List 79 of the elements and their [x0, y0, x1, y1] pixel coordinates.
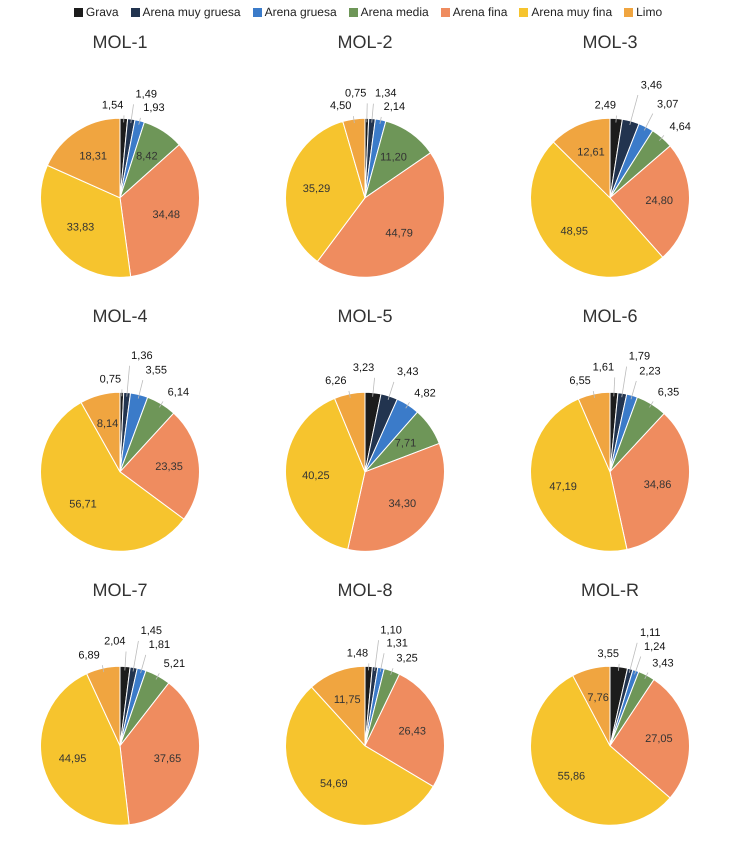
- data-label: 2,23: [639, 365, 661, 378]
- data-label: 44,95: [58, 753, 86, 766]
- legend-label: Arena media: [360, 5, 429, 19]
- data-label: 3,43: [397, 366, 418, 378]
- data-label: 27,05: [645, 733, 673, 746]
- chart-title: MOL-8: [337, 580, 393, 600]
- data-label: 3,07: [656, 98, 678, 110]
- data-label: 3,25: [396, 652, 418, 665]
- legend-label: Arena gruesa: [264, 5, 337, 19]
- chart-title: MOL-2: [337, 32, 393, 52]
- legend-label: Arena fina: [452, 5, 508, 19]
- data-label: 2,04: [104, 636, 126, 648]
- data-label: 44,79: [385, 227, 413, 240]
- data-label: 1,54: [102, 99, 124, 112]
- data-label: 1,31: [386, 637, 408, 650]
- data-label: 8,14: [96, 418, 118, 430]
- data-label: 34,30: [388, 498, 416, 510]
- data-label: 3,55: [146, 364, 167, 376]
- chart-title: MOL-6: [582, 306, 638, 326]
- data-label: 40,25: [302, 470, 330, 482]
- data-label: 23,35: [155, 461, 183, 474]
- data-label: 26,43: [398, 726, 426, 738]
- chart-title: MOL-5: [337, 306, 393, 326]
- data-label: 1,81: [148, 639, 170, 652]
- data-label: 34,86: [644, 478, 672, 491]
- data-label: 1,45: [140, 625, 162, 638]
- legend-label: Limo: [635, 5, 662, 19]
- data-label: 6,26: [325, 375, 347, 388]
- data-label: 48,95: [560, 226, 588, 238]
- data-label: 4,82: [414, 387, 436, 400]
- data-label: 56,71: [69, 498, 97, 510]
- chart-title: MOL-7: [92, 580, 148, 600]
- data-label: 12,61: [577, 146, 605, 158]
- data-label: 2,14: [384, 101, 406, 114]
- data-label: 6,55: [569, 375, 591, 388]
- chart-title: MOL-3: [582, 32, 638, 52]
- data-label: 1,36: [131, 350, 153, 362]
- legend-label: Arena muy fina: [530, 5, 612, 19]
- data-label: 35,29: [302, 183, 330, 196]
- data-label: 1,93: [143, 102, 165, 114]
- data-label: 3,46: [640, 79, 662, 92]
- data-label: 3,55: [598, 648, 619, 660]
- data-label: 3,23: [352, 362, 374, 374]
- data-label: 54,69: [320, 778, 348, 790]
- data-label: 1,49: [136, 88, 157, 100]
- data-label: 2,49: [594, 100, 616, 112]
- data-label: 6,35: [658, 386, 680, 399]
- chart-title: MOL-4: [92, 306, 148, 326]
- data-label: 5,21: [164, 658, 186, 670]
- data-label: 11,20: [380, 152, 407, 164]
- data-label: 3,43: [652, 657, 674, 670]
- text: MOL-1: [92, 32, 148, 52]
- data-label: 47,19: [549, 480, 577, 493]
- data-label: 1,34: [375, 88, 396, 100]
- data-label: 55,86: [558, 770, 586, 783]
- data-label: 11,75: [334, 694, 361, 706]
- data-label: 7,76: [587, 692, 609, 704]
- data-label: 33,83: [66, 221, 94, 234]
- data-label: 4,50: [330, 100, 352, 112]
- data-label: 37,65: [154, 753, 182, 766]
- data-label: 18,31: [79, 150, 107, 162]
- data-label: 1,61: [592, 361, 614, 374]
- chart-title: MOL-R: [581, 580, 639, 600]
- data-label: 6,14: [168, 386, 190, 398]
- data-label: 1,11: [640, 627, 661, 640]
- data-label: 7,71: [394, 438, 416, 450]
- data-label: 1,79: [628, 350, 650, 363]
- data-label: 34,48: [152, 208, 180, 221]
- data-label: 4,64: [670, 121, 691, 134]
- data-label: 1,24: [644, 640, 666, 653]
- data-label: 6,89: [78, 649, 100, 662]
- data-label: 1,10: [380, 624, 402, 636]
- data-label: 0,75: [344, 87, 366, 100]
- data-label: 8,42: [136, 150, 158, 162]
- data-label: 0,75: [100, 373, 122, 386]
- legend-label: Grava: [84, 5, 119, 19]
- legend-label: Arena muy gruesa: [142, 5, 241, 19]
- data-label: 1,48: [346, 647, 368, 660]
- data-label: 24,80: [645, 195, 673, 208]
